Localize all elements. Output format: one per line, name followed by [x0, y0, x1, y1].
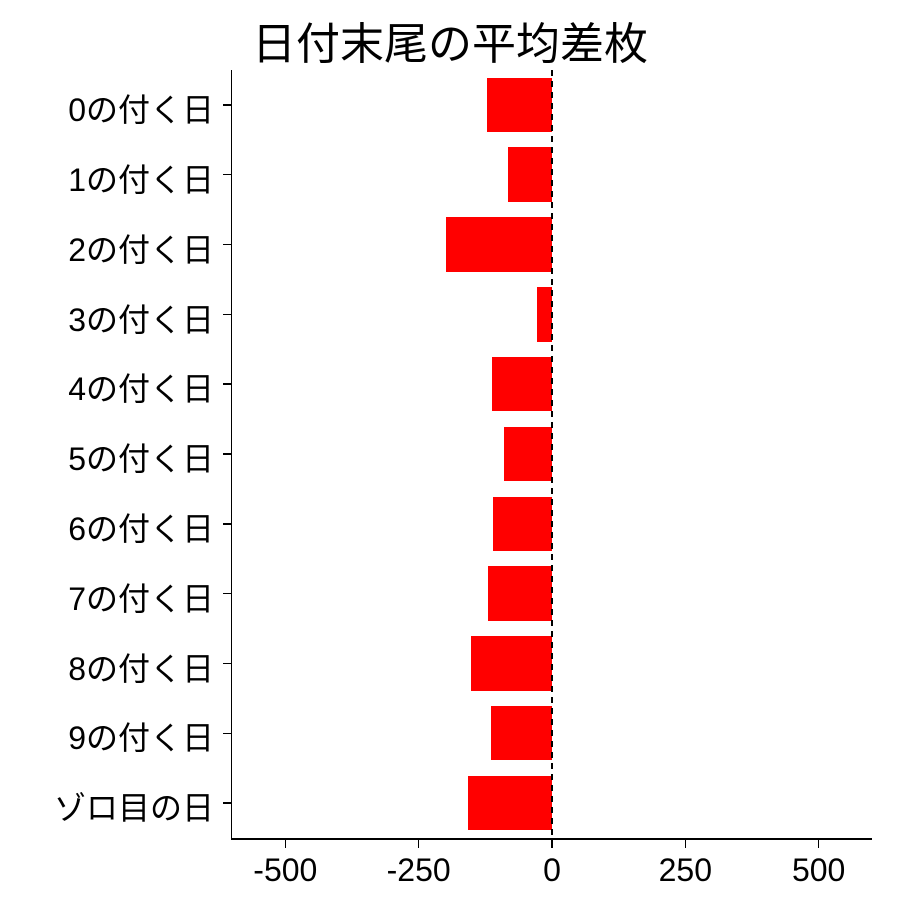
- plot-area: 0の付く日1の付く日2の付く日3の付く日4の付く日5の付く日6の付く日7の付く日…: [232, 70, 872, 838]
- bar: [493, 497, 552, 551]
- bar: [491, 706, 552, 760]
- y-tick: [223, 593, 231, 595]
- bar: [471, 636, 552, 690]
- x-tick: [551, 840, 553, 848]
- y-tick-label: 2の付く日: [0, 225, 214, 271]
- bar: [508, 147, 552, 201]
- bar: [487, 78, 552, 132]
- y-tick: [223, 383, 231, 385]
- y-tick: [223, 802, 231, 804]
- y-tick: [223, 244, 231, 246]
- bar: [537, 287, 552, 341]
- x-tick: [685, 840, 687, 848]
- bar: [492, 357, 552, 411]
- y-tick-label: 1の付く日: [0, 155, 214, 201]
- y-tick-label: 6の付く日: [0, 504, 214, 550]
- y-tick: [223, 174, 231, 176]
- y-axis-spine: [231, 70, 233, 838]
- bar: [446, 217, 552, 271]
- y-tick-label: 7の付く日: [0, 574, 214, 620]
- y-tick-label: ゾロ目の日: [0, 783, 214, 829]
- y-tick: [223, 523, 231, 525]
- bar: [468, 776, 552, 830]
- bar: [504, 427, 552, 481]
- y-tick-label: 9の付く日: [0, 713, 214, 759]
- y-tick-label: 5の付く日: [0, 434, 214, 480]
- chart-container: 日付末尾の平均差枚 0の付く日1の付く日2の付く日3の付く日4の付く日5の付く日…: [0, 0, 900, 900]
- y-tick-label: 8の付く日: [0, 644, 214, 690]
- zero-line: [551, 70, 554, 838]
- x-tick-label: 0: [543, 852, 561, 889]
- y-tick-label: 4の付く日: [0, 364, 214, 410]
- x-tick: [818, 840, 820, 848]
- y-tick: [223, 453, 231, 455]
- bar: [488, 566, 552, 620]
- x-tick-label: 250: [659, 852, 712, 889]
- x-tick-label: 500: [792, 852, 845, 889]
- y-tick-label: 0の付く日: [0, 85, 214, 131]
- x-tick: [418, 840, 420, 848]
- y-tick-label: 3の付く日: [0, 295, 214, 341]
- chart-title: 日付末尾の平均差枚: [0, 8, 900, 72]
- x-tick: [285, 840, 287, 848]
- y-tick: [223, 104, 231, 106]
- y-tick: [223, 314, 231, 316]
- y-tick: [223, 733, 231, 735]
- y-tick: [223, 663, 231, 665]
- x-tick-label: -250: [387, 852, 451, 889]
- x-tick-label: -500: [253, 852, 317, 889]
